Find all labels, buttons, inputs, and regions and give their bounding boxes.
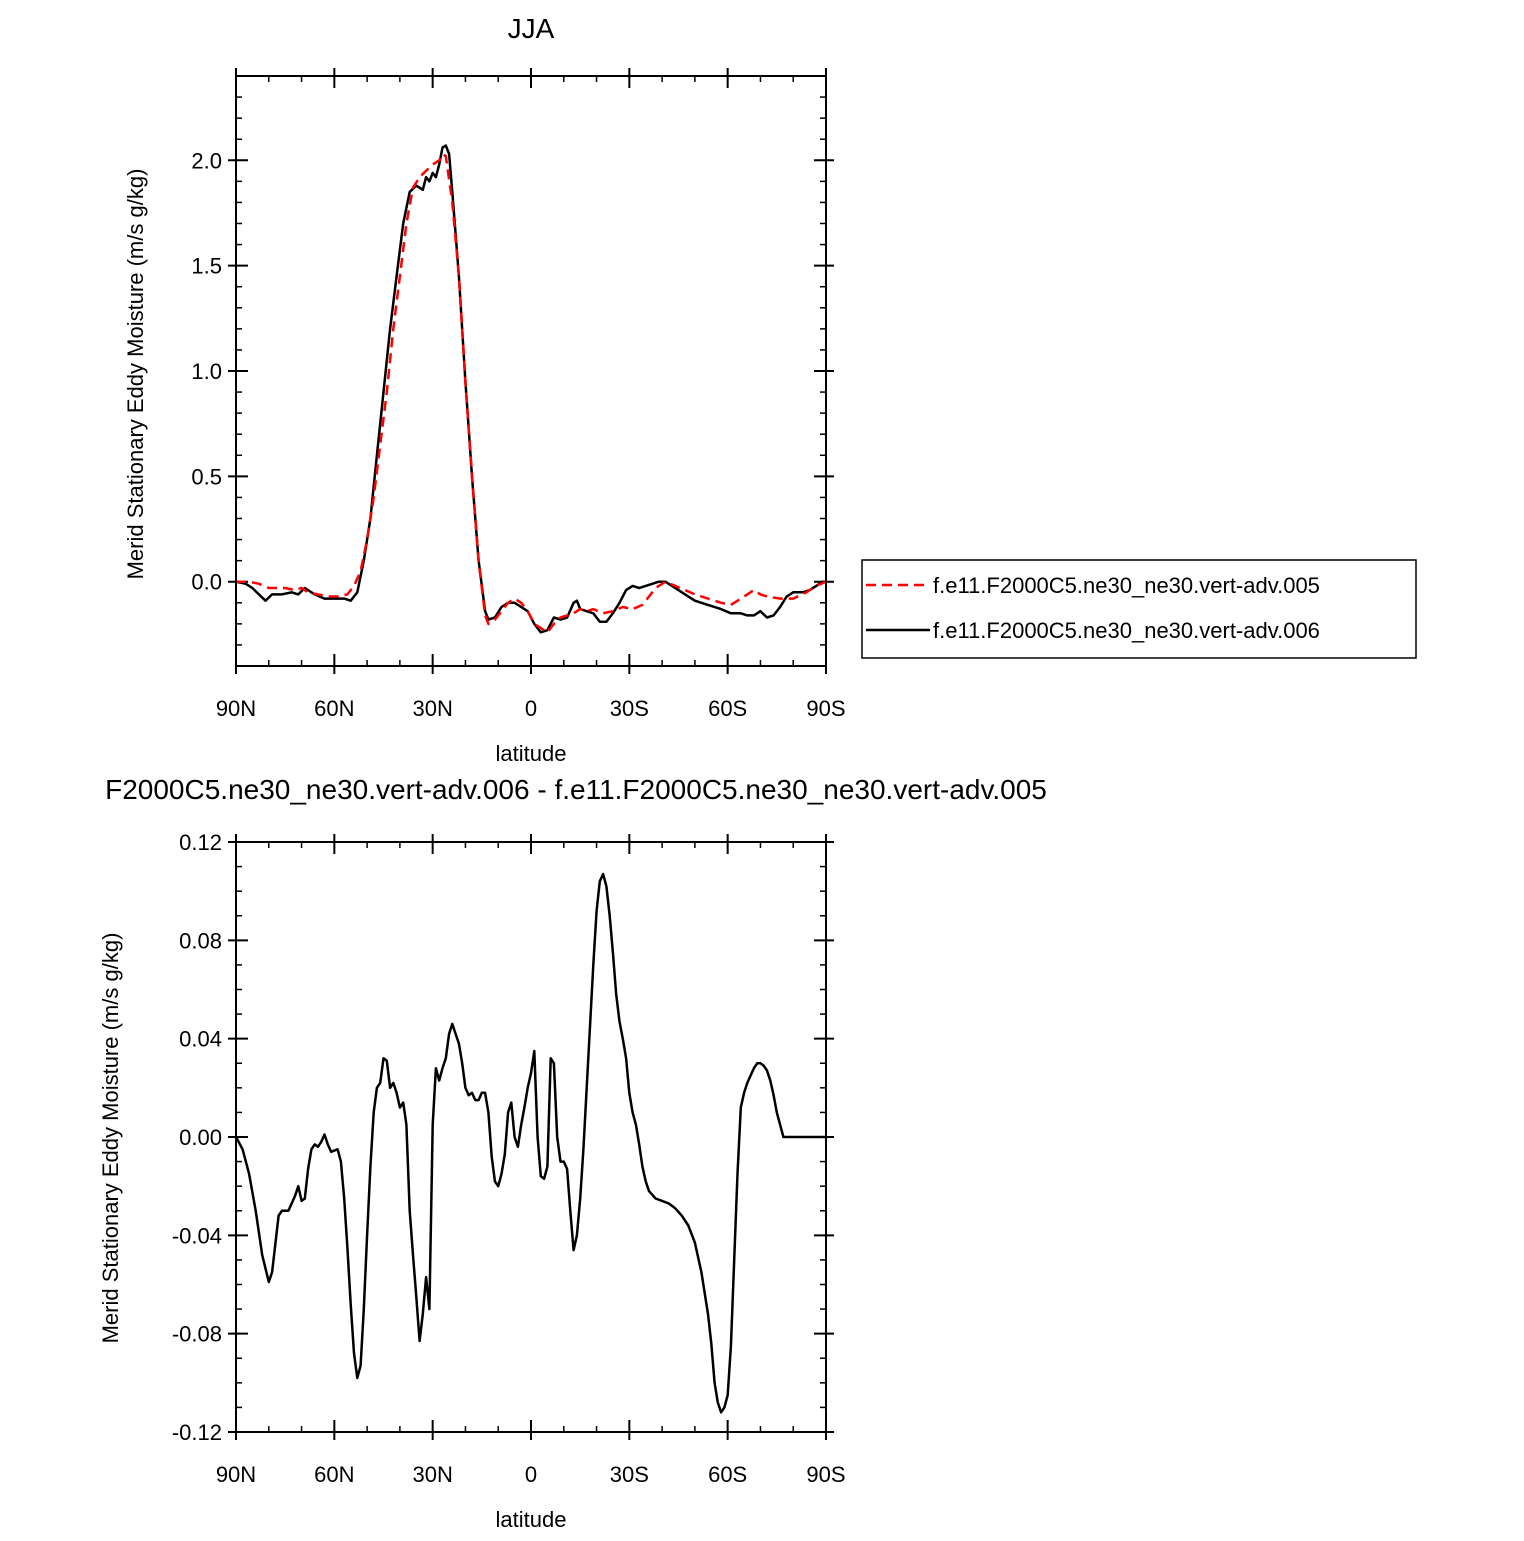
x-tick-label: 60S	[708, 696, 747, 721]
y-tick-label: -0.04	[172, 1223, 222, 1248]
legend-label-2: f.e11.F2000C5.ne30_ne30.vert-adv.006	[933, 618, 1320, 643]
y-tick-label: 1.5	[191, 254, 222, 279]
x-tick-label: 0	[525, 1462, 537, 1487]
y-tick-label: 0.04	[179, 1027, 222, 1052]
x-tick-label: 90N	[216, 696, 256, 721]
x-tick-label: 90S	[806, 696, 845, 721]
x-tick-label: 30N	[412, 1462, 452, 1487]
x-tick-label: 30S	[610, 1462, 649, 1487]
y-tick-label: -0.12	[172, 1420, 222, 1445]
y-tick-label: -0.08	[172, 1322, 222, 1347]
top-ylabel: Merid Stationary Eddy Moisture (m/s g/kg…	[123, 169, 148, 580]
x-tick-label: 90S	[806, 1462, 845, 1487]
x-tick-label: 30S	[610, 696, 649, 721]
series-line-solid	[235, 144, 826, 634]
bottom-panel: F2000C5.ne30_ne30.vert-adv.006 - f.e11.F…	[98, 774, 1047, 1532]
y-tick-label: 0.08	[179, 928, 222, 953]
bottom-xlabel: latitude	[496, 1507, 567, 1532]
x-tick-label: 30N	[412, 696, 452, 721]
top-chart-title: JJA	[508, 13, 555, 44]
bottom-series	[234, 872, 826, 1414]
legend-label-1: f.e11.F2000C5.ne30_ne30.vert-adv.005	[933, 573, 1320, 598]
x-tick-label: 60N	[314, 696, 354, 721]
bottom-ticks: 0.12 0.08 0.04 0.00 -0.04 -0.08 -0.12 90N 60N 30N…	[172, 830, 846, 1487]
top-xlabel: latitude	[496, 741, 567, 766]
bottom-plot-frame	[235, 841, 827, 1433]
top-panel: JJA Merid Stationary Eddy Moisture (m/s …	[123, 13, 846, 766]
y-tick-label: 0.5	[191, 464, 222, 489]
y-tick-label: 0.00	[179, 1125, 222, 1150]
legend: f.e11.F2000C5.ne30_ne30.vert-adv.005 f.e…	[861, 559, 1417, 659]
y-tick-label: 1.0	[191, 359, 222, 384]
legend-frame	[861, 559, 1417, 659]
bottom-chart-title: F2000C5.ne30_ne30.vert-adv.006 - f.e11.F…	[105, 774, 1047, 805]
x-tick-label: 90N	[216, 1462, 256, 1487]
top-ticks: 0.0 0.5 1.0 1.5 2.0 90N 60N 30N 0 30S 60S 90S	[191, 68, 846, 721]
x-tick-label: 60S	[708, 1462, 747, 1487]
series-line-solid	[234, 872, 826, 1414]
y-tick-label: 0.12	[179, 830, 222, 855]
x-tick-label: 0	[525, 696, 537, 721]
series-line-dashed	[236, 152, 827, 634]
x-tick-label: 60N	[314, 1462, 354, 1487]
bottom-ylabel: Merid Stationary Eddy Moisture (m/s g/kg…	[98, 933, 123, 1344]
y-tick-label: 2.0	[191, 148, 222, 173]
top-plot-frame	[235, 75, 827, 667]
y-tick-label: 0.0	[191, 570, 222, 595]
top-series	[235, 144, 827, 634]
